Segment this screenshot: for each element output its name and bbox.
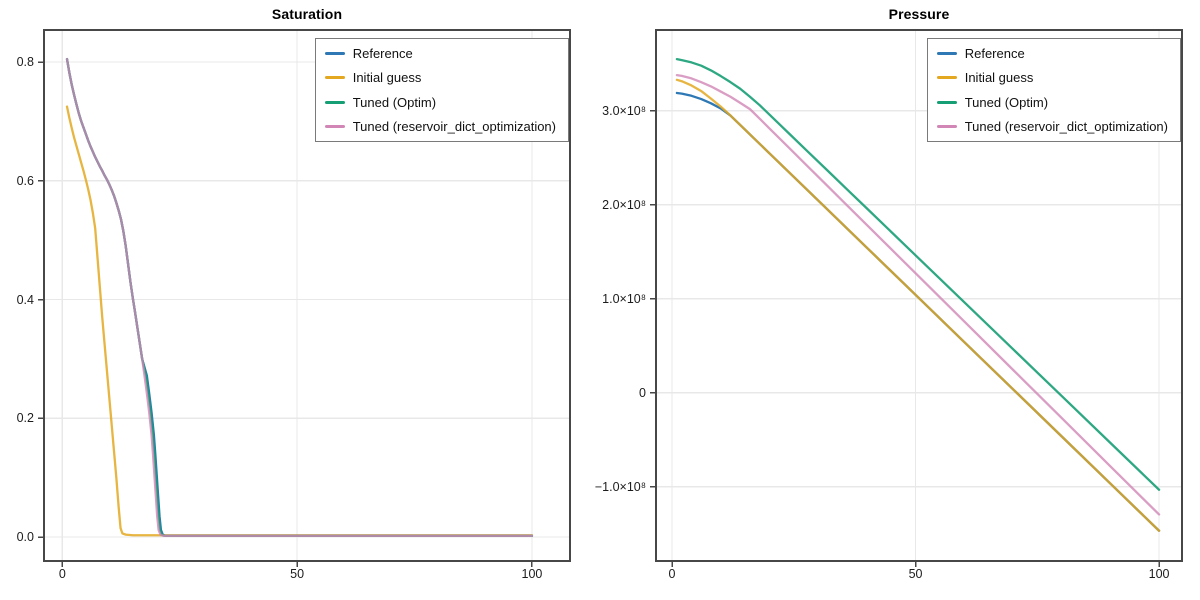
legend-label: Initial guess xyxy=(352,70,422,86)
legend-line-swatch xyxy=(936,52,957,55)
legend-entry-tuned-optim: Tuned (Optim) xyxy=(324,94,556,110)
legend-line-swatch xyxy=(936,100,957,104)
legend-label: Tuned (reservoir_dict_optimization) xyxy=(964,118,1168,134)
chart-saturation: Saturation Reference Initial guess Tuned (… xyxy=(16,6,571,581)
series-line-initial-guess xyxy=(65,105,534,537)
series-line-initial-guess xyxy=(675,78,1161,532)
legend-label: Tuned (Optim) xyxy=(352,94,437,110)
legend-line-swatch xyxy=(936,76,957,80)
x-tick-label: 100 xyxy=(1148,567,1170,581)
legend-label: Reference xyxy=(964,46,1025,61)
legend-line-swatch xyxy=(324,100,345,104)
y-tick-label: −1.0×10⁸ xyxy=(594,479,646,494)
series-line-reference xyxy=(675,91,1161,532)
x-tick-label: 0 xyxy=(668,567,676,581)
legend-line-swatch xyxy=(324,124,345,128)
plot-area-saturation xyxy=(38,29,571,567)
legend-entry-initial-guess: Initial guess xyxy=(936,70,1168,86)
legend-line-swatch xyxy=(324,52,345,55)
x-tick-label: 50 xyxy=(908,567,923,581)
y-tick-label: 0.4 xyxy=(16,292,34,307)
y-tick-label: 0.6 xyxy=(16,173,34,188)
legend-entry-reference: Reference xyxy=(324,46,556,61)
legend-label: Initial guess xyxy=(964,70,1034,86)
series-line-tuned-reservoir-dict-optimization xyxy=(65,57,534,537)
x-tick-label: 100 xyxy=(521,567,543,581)
chart-title-saturation: Saturation xyxy=(271,6,343,22)
plot-area-pressure xyxy=(650,29,1183,567)
y-tick-label: 0.2 xyxy=(16,411,34,426)
legend-line-swatch xyxy=(936,124,957,128)
y-tick-label: 0 xyxy=(639,385,646,400)
legend-label: Tuned (Optim) xyxy=(964,94,1049,110)
y-tick-label: 0.0 xyxy=(16,530,34,544)
legend-entry-initial-guess: Initial guess xyxy=(324,70,556,86)
legend-entry-tuned-reservoir-dict-optimization: Tuned (reservoir_dict_optimization) xyxy=(936,118,1168,134)
legend-label: Tuned (reservoir_dict_optimization) xyxy=(352,118,556,134)
legend-line-swatch xyxy=(324,76,345,80)
chart-title-pressure: Pressure xyxy=(888,6,950,22)
y-tick-label: 3.0×10⁸ xyxy=(602,103,646,118)
legend-entry-tuned-optim: Tuned (Optim) xyxy=(936,94,1168,110)
legend-label: Reference xyxy=(352,46,413,61)
legend-saturation: Reference Initial guess Tuned (Optim) Tuned… xyxy=(314,38,569,142)
x-tick-label: 0 xyxy=(58,567,66,581)
series-line-tuned-optim xyxy=(675,57,1161,491)
y-tick-label: 2.0×10⁸ xyxy=(602,197,646,212)
series-line-tuned-reservoir-dict-optimization xyxy=(675,73,1161,516)
chart-pressure: Pressure Reference Initial guess Tuned (Op… xyxy=(595,0,1200,600)
axes-layer xyxy=(38,29,571,567)
y-tick-label: 0.8 xyxy=(16,55,34,70)
plot-border xyxy=(655,29,1183,562)
plot-border xyxy=(43,29,571,562)
legend-pressure: Reference Initial guess Tuned (Optim) Tuned… xyxy=(926,38,1181,142)
y-tick-label: 1.0×10⁸ xyxy=(602,291,646,306)
x-tick-label: 50 xyxy=(290,567,305,581)
legend-entry-tuned-reservoir-dict-optimization: Tuned (reservoir_dict_optimization) xyxy=(324,118,556,134)
legend-entry-reference: Reference xyxy=(936,46,1168,61)
